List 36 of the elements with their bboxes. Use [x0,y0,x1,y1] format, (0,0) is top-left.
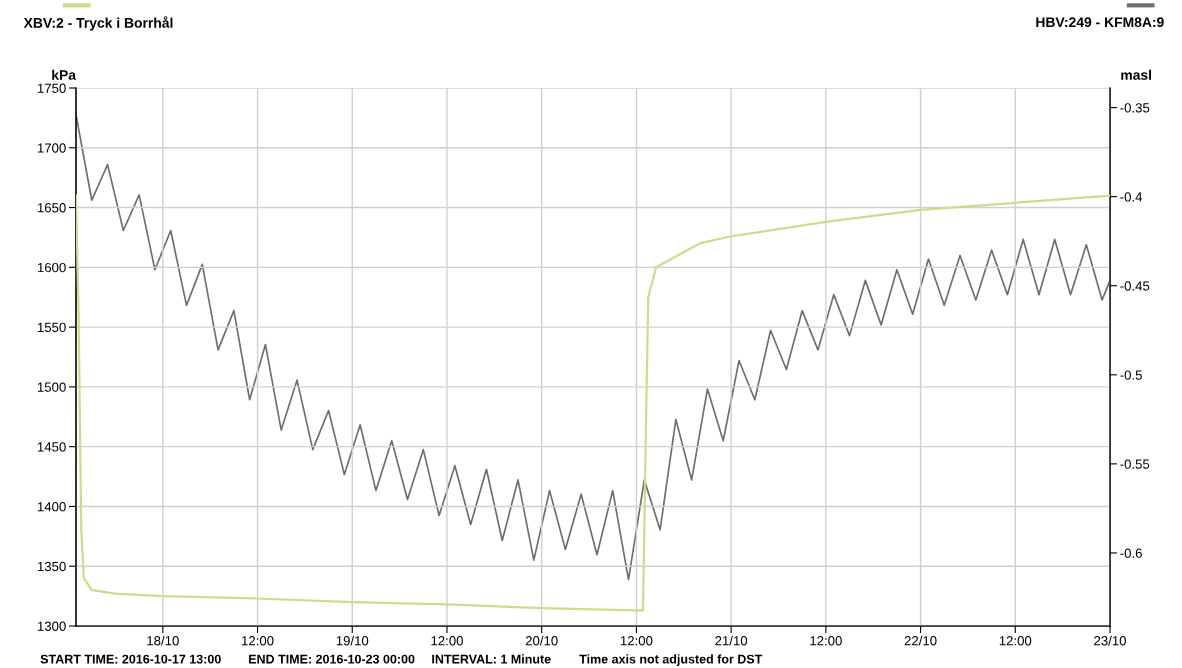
y2-tick-label: -0.4 [1120,192,1143,202]
y2-tick-label: -0.6 [1120,548,1142,558]
x-tick-label: 12:00 [620,636,653,646]
text: Time axis not adjusted for DST [579,654,763,666]
x-tick-label: 12:00 [810,636,842,646]
y-tick-label: 1450 [37,442,66,452]
y-tick-label: 1600 [37,262,66,273]
x-tick-label: 22/10 [904,635,937,646]
y-tick-label: 1350 [37,561,66,572]
legend-label: XBV:2 - Tryck i Borrhål [23,16,173,31]
x-tick-label: 12:00 [242,636,274,646]
x-tick-label: 21/10 [715,635,748,646]
x-tick-label: 20/10 [525,635,558,646]
x-tick-label: 12:00 [431,636,463,646]
x-tick-label: 19/10 [336,635,369,646]
y2-tick-label: -0.35 [1120,103,1150,113]
y-tick-label: 1700 [37,143,66,153]
y-tick-label: 1400 [37,502,66,512]
x-tick-label: 23/10 [1094,635,1126,646]
y-tick-label: 1300 [37,621,66,631]
x-tick-label: 18/10 [147,635,179,646]
y2-tick-label: -0.45 [1120,281,1150,291]
line-series [76,194,1110,612]
y2-tick-label: -0.5 [1120,370,1142,380]
text: END TIME: 2016-10-23 00:00 [249,654,415,664]
legend-label: HBV:249 - KFM8A:9 [1036,17,1164,28]
y-tick-label: 1650 [37,203,66,213]
y-tick-label: 1550 [37,322,66,333]
text: INTERVAL: 1 Minute [432,654,551,664]
text: START TIME: 2016-10-17 13:00 [40,654,221,664]
y-tick-label: 1500 [37,382,66,392]
y2-tick-label: -0.55 [1120,459,1150,469]
y2-axis-title: masl [1121,69,1152,80]
x-tick-label: 12:00 [999,636,1032,646]
y-axis-title: kPa [52,69,77,80]
y-tick-label: 1750 [37,83,66,93]
